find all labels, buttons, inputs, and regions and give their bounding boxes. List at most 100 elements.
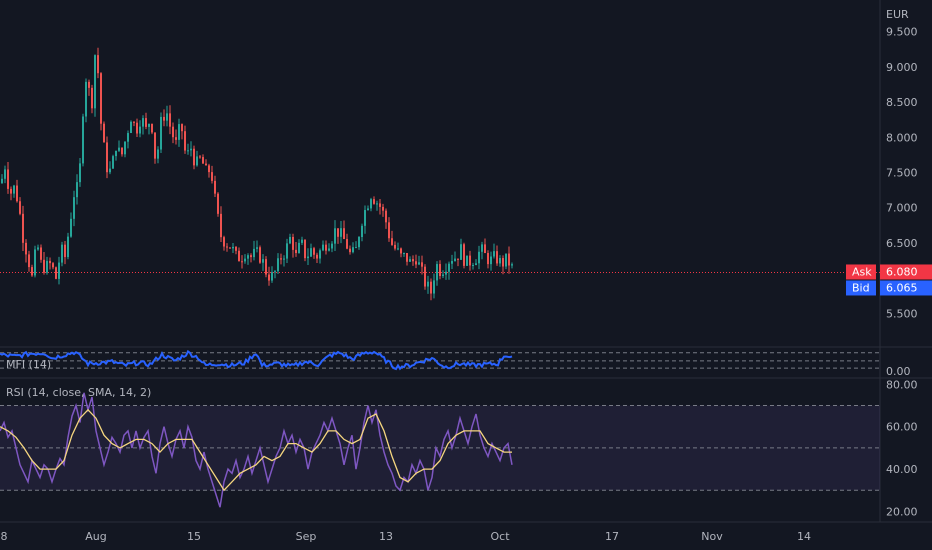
time-tick-label: Nov	[701, 530, 723, 543]
candle-body	[289, 236, 291, 244]
mfi-title[interactable]: MFI (14)	[6, 358, 51, 371]
candle-body	[52, 263, 54, 268]
candle-body	[154, 132, 156, 159]
candle-body	[136, 122, 138, 134]
candle-body	[463, 244, 465, 266]
grid	[0, 0, 932, 523]
candle-body	[493, 251, 495, 257]
candle-body	[166, 113, 168, 121]
candle-body	[244, 258, 246, 262]
candle-body	[187, 150, 189, 152]
candle-body	[31, 267, 33, 276]
candle-body	[118, 147, 120, 151]
bid-value-bg	[880, 280, 932, 296]
candle-body	[400, 248, 402, 254]
price-axis[interactable]: EUR 9.500 9.000 8.500 8.000 7.500 7.000 6.500 5…	[886, 8, 918, 320]
candle-body	[124, 141, 126, 155]
candle-body	[436, 264, 438, 281]
candle-body	[430, 281, 432, 294]
candle-body	[388, 222, 390, 239]
candle-body	[172, 126, 174, 138]
candle-body	[472, 265, 474, 267]
candle-body	[424, 266, 426, 287]
candle-body	[49, 260, 51, 264]
candle-body	[325, 244, 327, 251]
candle-body	[490, 256, 492, 265]
rsi-sma-line	[0, 408, 512, 492]
candle-body	[133, 121, 135, 123]
price-tick-label: 6.500	[886, 237, 918, 250]
candle-body	[355, 247, 357, 249]
candle-body	[175, 137, 177, 140]
candle-body	[349, 248, 351, 253]
candle-body	[208, 165, 210, 173]
candle-body	[334, 228, 336, 244]
mfi-pane[interactable]: 0.00	[0, 349, 911, 378]
candle-body	[475, 263, 477, 266]
candle-body	[112, 156, 114, 169]
candle-body	[91, 87, 93, 109]
candle-body	[415, 261, 417, 265]
candle-body	[160, 116, 162, 150]
candle-body	[307, 256, 309, 259]
mfi-line	[0, 349, 513, 371]
candle-body	[484, 244, 486, 254]
candle-body	[268, 274, 270, 281]
rsi-title[interactable]: RSI (14, close, SMA, 14, 2)	[6, 386, 151, 399]
candle-body	[223, 237, 225, 247]
candle-body	[286, 243, 288, 259]
candle-body	[460, 244, 462, 260]
candle-body	[508, 253, 510, 266]
candle-body	[211, 172, 213, 181]
rsi-pane[interactable]: 80.00 60.00 40.00 20.00	[0, 378, 918, 518]
time-tick-label: Aug	[85, 530, 106, 543]
candle-body	[178, 124, 180, 140]
candle-body	[46, 260, 48, 273]
candle-body	[478, 251, 480, 264]
candle-body	[169, 113, 171, 127]
candle-body	[109, 168, 111, 173]
candle-body	[442, 274, 444, 276]
candle-body	[412, 259, 414, 262]
rsi-tick-label: 80.00	[886, 378, 918, 391]
candle-body	[397, 248, 399, 250]
candle-body	[403, 253, 405, 255]
candle-body	[433, 280, 435, 294]
candle-body	[103, 123, 105, 143]
candle-body	[466, 255, 468, 266]
time-tick-label: 15	[187, 530, 201, 543]
candle-body	[298, 242, 300, 254]
time-axis[interactable]: 8 Aug 15 Sep 13 Oct 17 Nov 14	[1, 530, 812, 543]
candle-body	[292, 236, 294, 250]
candle-body	[481, 244, 483, 252]
price-tick-label: 9.000	[886, 61, 918, 74]
candle-body	[346, 239, 348, 249]
candle-body	[85, 81, 87, 117]
time-tick-label: Sep	[296, 530, 317, 543]
candle-body	[445, 271, 447, 275]
candle-body	[55, 267, 57, 279]
candle-body	[82, 116, 84, 164]
candle-body	[448, 263, 450, 272]
candle-body	[502, 258, 504, 267]
time-tick-label: 14	[797, 530, 811, 543]
candle-body	[121, 147, 123, 155]
candle-body	[421, 262, 423, 267]
candle-body	[214, 180, 216, 194]
candle-body	[205, 163, 207, 166]
candle-body	[253, 248, 255, 258]
candle-body	[409, 259, 411, 262]
candle-body	[499, 258, 501, 264]
candle-body	[115, 150, 117, 157]
candle-body	[43, 259, 45, 273]
candle-body	[193, 148, 195, 166]
time-tick-label: Oct	[490, 530, 510, 543]
ask-value: 6.080	[886, 265, 918, 278]
candle-body	[73, 197, 75, 219]
candle-body	[271, 272, 273, 281]
candle-body	[358, 236, 360, 248]
candle-body	[313, 248, 315, 255]
candle-body	[232, 246, 234, 249]
candle-body	[202, 157, 204, 164]
